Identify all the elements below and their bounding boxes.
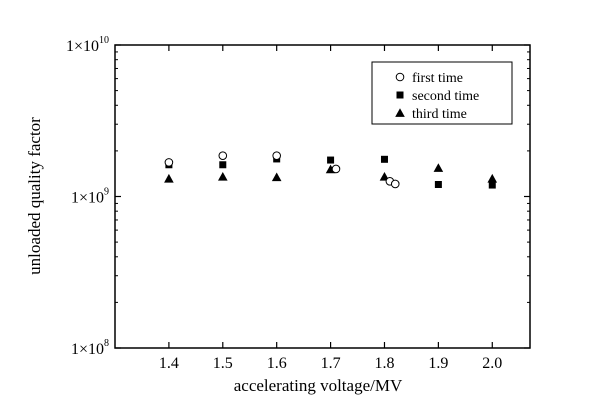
legend-label: second time bbox=[412, 89, 479, 104]
y-tick-base: 1×10 bbox=[71, 190, 104, 207]
data-point bbox=[327, 156, 335, 164]
data-point bbox=[434, 181, 442, 189]
data-point bbox=[164, 173, 174, 183]
data-point bbox=[331, 164, 341, 174]
x-tick-label: 1.9 bbox=[428, 355, 448, 372]
y-tick-base: 1×10 bbox=[66, 38, 99, 55]
data-point bbox=[380, 155, 388, 163]
legend-marker bbox=[395, 108, 405, 117]
legend-marker bbox=[396, 91, 404, 99]
y-tick-label: 1×109 bbox=[71, 187, 109, 207]
x-tick-label: 2.0 bbox=[482, 355, 502, 372]
x-tick-label: 1.7 bbox=[321, 355, 341, 372]
y-tick-label: 1×1010 bbox=[66, 35, 109, 55]
legend-box bbox=[371, 61, 513, 125]
data-point bbox=[218, 151, 228, 160]
x-tick-label: 1.6 bbox=[267, 355, 287, 372]
x-tick-label: 1.8 bbox=[374, 355, 394, 372]
x-tick-label: 1.4 bbox=[159, 355, 179, 372]
data-point bbox=[390, 179, 400, 189]
y-tick-base: 1×10 bbox=[71, 341, 104, 358]
y-tick-exponent: 9 bbox=[104, 187, 109, 198]
data-point bbox=[433, 163, 444, 172]
legend-label: third time bbox=[412, 107, 467, 122]
x-axis-label: accelerating voltage/MV bbox=[234, 376, 403, 395]
legend-label: first time bbox=[412, 71, 463, 86]
data-point bbox=[164, 158, 174, 167]
data-point bbox=[487, 173, 498, 183]
y-axis-label: unloaded quality factor bbox=[25, 117, 44, 275]
data-point bbox=[271, 172, 282, 182]
data-point bbox=[272, 151, 281, 160]
y-tick-label: 1×108 bbox=[71, 338, 109, 358]
x-tick-label: 1.5 bbox=[213, 355, 233, 372]
legend-marker bbox=[395, 72, 405, 82]
data-point bbox=[219, 161, 227, 169]
y-tick-exponent: 8 bbox=[104, 338, 109, 349]
data-points bbox=[164, 151, 498, 189]
data-point bbox=[488, 181, 496, 189]
y-tick-exponent: 10 bbox=[99, 35, 109, 46]
x-axis: 1.4 1.5 1.6 1.7 1.8 1.9 2.0 bbox=[159, 45, 502, 372]
data-point bbox=[217, 171, 228, 181]
legend: first time second time third time bbox=[371, 61, 513, 125]
